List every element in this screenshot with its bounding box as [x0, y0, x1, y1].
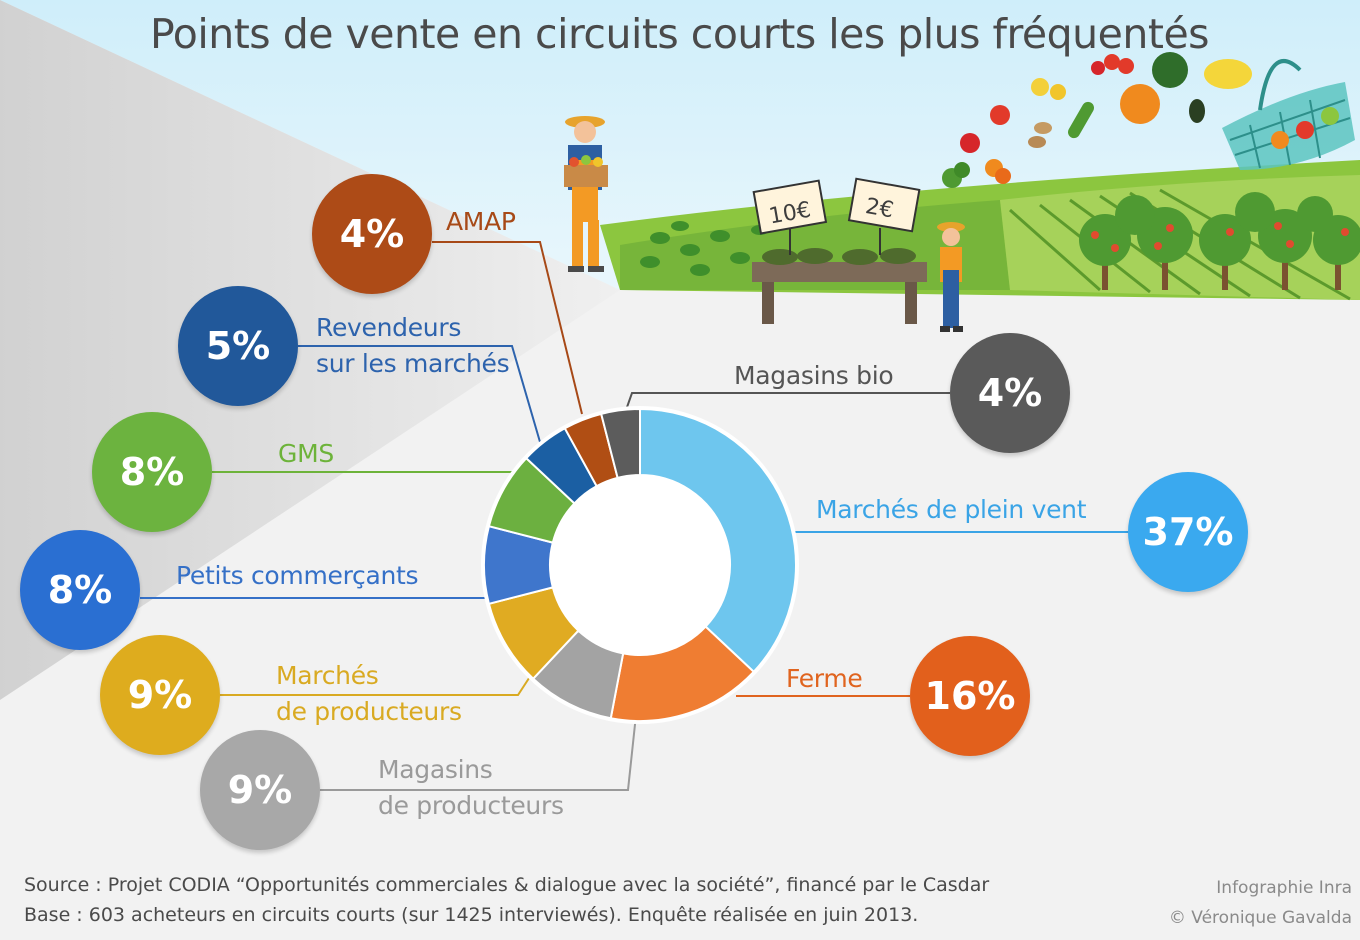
value-bubble-marches-de-plein-vent: 37%: [1128, 472, 1248, 592]
category-label-revendeurs-sur-les-marches: Revendeurs sur les marchés: [316, 310, 510, 382]
category-label-gms: GMS: [278, 436, 334, 472]
connector-line-magasins-bio: [625, 392, 950, 411]
credit-note: Infographie Inra © Véronique Gavalda: [1169, 873, 1352, 933]
value-bubble-marches-de-producteurs: 9%: [100, 635, 220, 755]
category-label-line: sur les marchés: [316, 349, 510, 378]
value-bubble-amap: 4%: [312, 174, 432, 294]
category-label-line: GMS: [278, 439, 334, 468]
source-line-2: Base : 603 acheteurs en circuits courts …: [24, 904, 919, 926]
basket-icon: [1222, 59, 1355, 170]
connector-line-revendeurs-sur-les-marches: [298, 345, 541, 443]
category-label-line: Magasins: [378, 755, 493, 784]
category-label-petits-commercants: Petits commerçants: [176, 558, 419, 594]
donut-segment-marches-de-plein-vent: [639, 407, 797, 674]
category-label-line: de producteurs: [378, 791, 564, 820]
value-bubble-gms: 8%: [92, 412, 212, 532]
category-label-marches-de-producteurs: Marchés de producteurs: [276, 658, 462, 730]
credit-line-2: © Véronique Gavalda: [1168, 908, 1352, 928]
category-label-line: Revendeurs: [316, 313, 462, 342]
connector-line-amap: [432, 241, 583, 415]
category-label-marches-de-plein-vent: Marchés de plein vent: [816, 492, 1087, 528]
category-label-line: Magasins bio: [734, 361, 894, 390]
page-title: Points de vente en circuits courts les p…: [150, 10, 1210, 58]
value-bubble-magasins-bio: 4%: [950, 333, 1070, 453]
category-label-magasins-bio: Magasins bio: [734, 358, 894, 394]
connector-line-marches-de-producteurs: [220, 671, 534, 696]
category-label-line: AMAP: [446, 207, 516, 236]
farmer-icon: [564, 116, 608, 272]
vendor-icon: [937, 222, 965, 332]
value-bubble-magasins-de-producteurs: 9%: [200, 730, 320, 850]
category-label-amap: AMAP: [446, 204, 516, 240]
produce-icon: [942, 52, 1252, 188]
category-label-magasins-de-producteurs: Magasins de producteurs: [378, 752, 564, 824]
category-label-line: Petits commerçants: [176, 561, 419, 590]
market-stall-icon: 10€ 2€: [752, 177, 927, 324]
category-label-line: Marchés de plein vent: [816, 495, 1087, 524]
category-label-ferme: Ferme: [786, 661, 863, 697]
category-label-line: Ferme: [786, 664, 863, 693]
value-bubble-revendeurs-sur-les-marches: 5%: [178, 286, 298, 406]
category-label-line: Marchés: [276, 661, 379, 690]
value-bubble-petits-commercants: 8%: [20, 530, 140, 650]
value-bubble-ferme: 16%: [910, 636, 1030, 756]
source-line-1: Source : Projet CODIA “Opportunités comm…: [24, 874, 990, 896]
source-note: Source : Projet CODIA “Opportunités comm…: [24, 870, 989, 930]
category-label-line: de producteurs: [276, 697, 462, 726]
orchard-icon: [1079, 192, 1360, 290]
donut-segment-magasins-bio: [599, 407, 641, 480]
credit-line-1: Infographie Inra: [1216, 878, 1352, 898]
connector-line-magasins-de-producteurs: [320, 714, 637, 791]
price-tag-2: 2€: [863, 194, 895, 223]
